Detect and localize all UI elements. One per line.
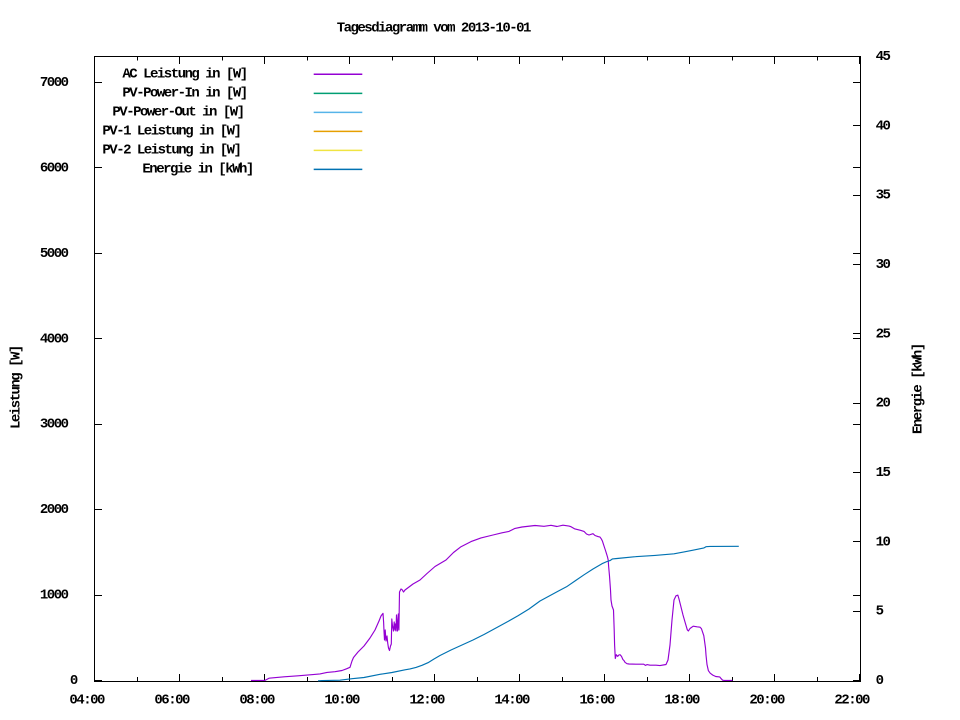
svg-text:7000: 7000 bbox=[40, 75, 69, 91]
svg-text:35: 35 bbox=[876, 188, 891, 204]
svg-text:12:00: 12:00 bbox=[409, 692, 445, 708]
svg-text:Tagesdiagramm vom 2013-10-01: Tagesdiagramm vom 2013-10-01 bbox=[337, 21, 531, 37]
svg-text:40: 40 bbox=[876, 118, 891, 134]
svg-text:PV-2 Leistung in [W]: PV-2 Leistung in [W] bbox=[102, 143, 240, 159]
svg-text:3000: 3000 bbox=[40, 417, 69, 433]
svg-text:4000: 4000 bbox=[40, 331, 69, 347]
svg-text:PV-Power-In in [W]: PV-Power-In in [W] bbox=[122, 86, 246, 102]
svg-text:0: 0 bbox=[876, 673, 884, 689]
svg-text:08:00: 08:00 bbox=[239, 692, 275, 708]
svg-text:06:00: 06:00 bbox=[154, 692, 190, 708]
svg-text:PV-1 Leistung in [W]: PV-1 Leistung in [W] bbox=[102, 124, 240, 140]
svg-text:10: 10 bbox=[876, 534, 891, 550]
svg-text:2000: 2000 bbox=[40, 502, 69, 518]
svg-text:6000: 6000 bbox=[40, 160, 69, 176]
svg-text:30: 30 bbox=[876, 257, 891, 273]
svg-text:18:00: 18:00 bbox=[664, 692, 700, 708]
svg-text:5: 5 bbox=[876, 604, 884, 620]
svg-text:04:00: 04:00 bbox=[69, 692, 105, 708]
svg-text:Energie in [kWh]: Energie in [kWh] bbox=[142, 162, 252, 178]
svg-text:Energie [kWh]: Energie [kWh] bbox=[911, 344, 927, 434]
svg-text:10:00: 10:00 bbox=[324, 692, 360, 708]
svg-text:Leistung [W]: Leistung [W] bbox=[9, 346, 25, 429]
svg-text:14:00: 14:00 bbox=[494, 692, 530, 708]
svg-text:45: 45 bbox=[876, 49, 891, 65]
svg-text:22:00: 22:00 bbox=[834, 692, 870, 708]
svg-text:AC Leistung in [W]: AC Leistung in [W] bbox=[122, 67, 246, 83]
svg-text:20: 20 bbox=[876, 396, 891, 412]
svg-text:PV-Power-Out in [W]: PV-Power-Out in [W] bbox=[112, 105, 243, 121]
svg-text:16:00: 16:00 bbox=[579, 692, 615, 708]
svg-text:25: 25 bbox=[876, 326, 891, 342]
svg-text:5000: 5000 bbox=[40, 246, 69, 262]
svg-text:0: 0 bbox=[70, 673, 78, 689]
svg-text:20:00: 20:00 bbox=[749, 692, 785, 708]
svg-text:15: 15 bbox=[876, 465, 891, 481]
svg-text:1000: 1000 bbox=[40, 588, 69, 604]
